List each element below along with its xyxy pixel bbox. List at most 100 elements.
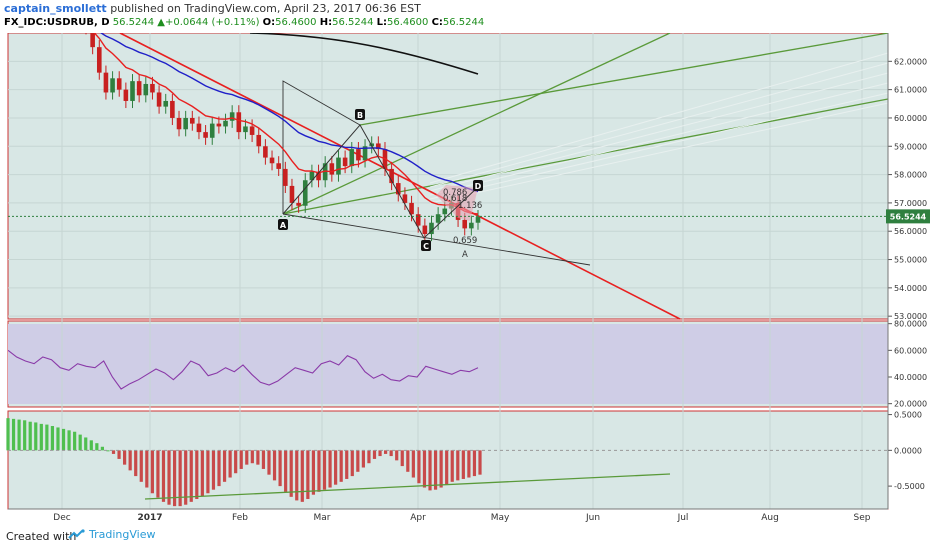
histogram-bar xyxy=(156,450,160,498)
histogram-bar xyxy=(450,450,454,482)
low-value: 56.4600 xyxy=(387,17,429,28)
high-label: H: xyxy=(319,17,333,28)
histogram-bar xyxy=(339,450,343,482)
candle-body xyxy=(429,222,434,235)
fan-line xyxy=(429,62,889,188)
histogram-bar xyxy=(134,450,138,477)
support-line xyxy=(282,213,591,266)
histogram-bar xyxy=(239,450,243,469)
chart-panels xyxy=(7,33,889,510)
x-tick-label: Sep xyxy=(854,513,871,523)
symbol-label[interactable]: FX_IDC:USDRUB, D xyxy=(4,17,110,28)
up-arrow-icon: ▲ xyxy=(157,17,165,28)
x-tick-label: Dec xyxy=(53,513,70,523)
histogram-bar xyxy=(417,450,421,484)
point-label: D xyxy=(475,182,482,191)
rsi-tick-label: 40.0000 xyxy=(894,373,927,382)
histogram-bar xyxy=(322,450,327,490)
point-label: B xyxy=(357,111,363,120)
histogram-bar xyxy=(106,450,110,452)
candle-body xyxy=(130,81,135,101)
histogram-bar xyxy=(245,450,249,465)
candle-body xyxy=(136,81,142,96)
histogram-bar xyxy=(195,450,199,499)
candle-body xyxy=(190,117,195,124)
histogram-bar xyxy=(111,450,116,454)
x-tick-label: Jul xyxy=(677,513,689,523)
x-tick-label: 2017 xyxy=(137,513,162,523)
last-price-badge-label: 56.5244 xyxy=(890,212,927,221)
x-tick-label: Aug xyxy=(761,513,779,523)
candle-body xyxy=(249,126,255,135)
low-label: L: xyxy=(376,17,388,28)
histogram-bar xyxy=(439,450,443,488)
histogram-bar xyxy=(478,450,482,475)
y-tick-label: 57.0000 xyxy=(894,199,927,208)
histogram-bar xyxy=(261,450,266,469)
histogram-bar xyxy=(6,418,10,451)
candle-body xyxy=(96,47,102,73)
ohlc-legend: FX_IDC:USDRUB, D 56.5244 ▲+0.0644 (+0.11… xyxy=(4,17,484,28)
histogram-bar xyxy=(67,430,71,451)
rsi-band xyxy=(8,324,888,404)
high-value: 56.5244 xyxy=(332,17,374,28)
histogram-bar xyxy=(295,450,299,501)
candle-body xyxy=(216,123,222,127)
axes: Dec 2017 Feb Mar Apr May Jun Jul Aug Sep 62.0000 61… xyxy=(8,33,930,523)
abcd-pattern xyxy=(282,124,479,239)
histogram-bar xyxy=(128,450,132,471)
candle-body xyxy=(243,126,248,133)
histogram-bar xyxy=(272,450,277,481)
histogram-bar xyxy=(50,426,55,451)
author-link[interactable]: captain_smollett xyxy=(4,2,107,15)
histogram-bar xyxy=(178,450,182,507)
tradingview-logo[interactable]: TradingView xyxy=(68,528,155,541)
candle-body xyxy=(475,217,481,223)
candle-body xyxy=(103,72,109,93)
histogram-bar xyxy=(256,450,260,465)
chart-header: captain_smollett published on TradingVie… xyxy=(0,0,932,32)
histogram-bar xyxy=(56,427,60,451)
published-text: published on TradingView.com, April 23, … xyxy=(110,2,421,15)
histogram-bar xyxy=(400,450,404,467)
histogram-bar xyxy=(234,450,238,474)
candle-body xyxy=(203,132,208,138)
histogram-bar xyxy=(278,450,282,487)
candle-body xyxy=(196,123,202,133)
fib-annotation: 0.618 xyxy=(443,194,467,204)
fan-line xyxy=(429,52,889,184)
point-marker xyxy=(473,180,483,191)
candle-body xyxy=(176,117,182,130)
candle-body xyxy=(156,92,162,107)
histogram-bar xyxy=(456,450,460,481)
point-label: A xyxy=(280,221,287,230)
y-tick-label: 56.0000 xyxy=(894,227,927,236)
hist-tick-label: -0.5000 xyxy=(894,482,925,491)
point-label: C xyxy=(423,242,429,251)
candle-body xyxy=(362,146,368,161)
triangle-lines xyxy=(282,80,361,214)
pattern-zone xyxy=(436,185,478,221)
last-price-badge xyxy=(886,209,930,224)
candle-body xyxy=(110,78,115,93)
histogram-bar xyxy=(167,450,171,505)
candle-body xyxy=(143,83,149,96)
histogram-bar xyxy=(11,418,16,451)
histogram-bar xyxy=(161,450,166,502)
histogram-bar xyxy=(73,431,77,451)
close-label: C: xyxy=(431,17,443,28)
histogram-bar xyxy=(367,450,371,464)
candle-body xyxy=(336,157,341,175)
candle-body xyxy=(389,168,394,184)
candle-body xyxy=(342,157,348,167)
point-marker xyxy=(278,219,288,230)
histogram-bar xyxy=(95,443,99,451)
candle-body xyxy=(170,100,175,118)
histogram-bar xyxy=(222,450,227,482)
x-tick-label: Feb xyxy=(232,513,248,523)
histogram-bar xyxy=(228,450,232,478)
y-tick-label: 59.0000 xyxy=(894,142,927,151)
rsi-tick-label: 80.0000 xyxy=(894,320,927,329)
point-marker xyxy=(421,240,431,251)
